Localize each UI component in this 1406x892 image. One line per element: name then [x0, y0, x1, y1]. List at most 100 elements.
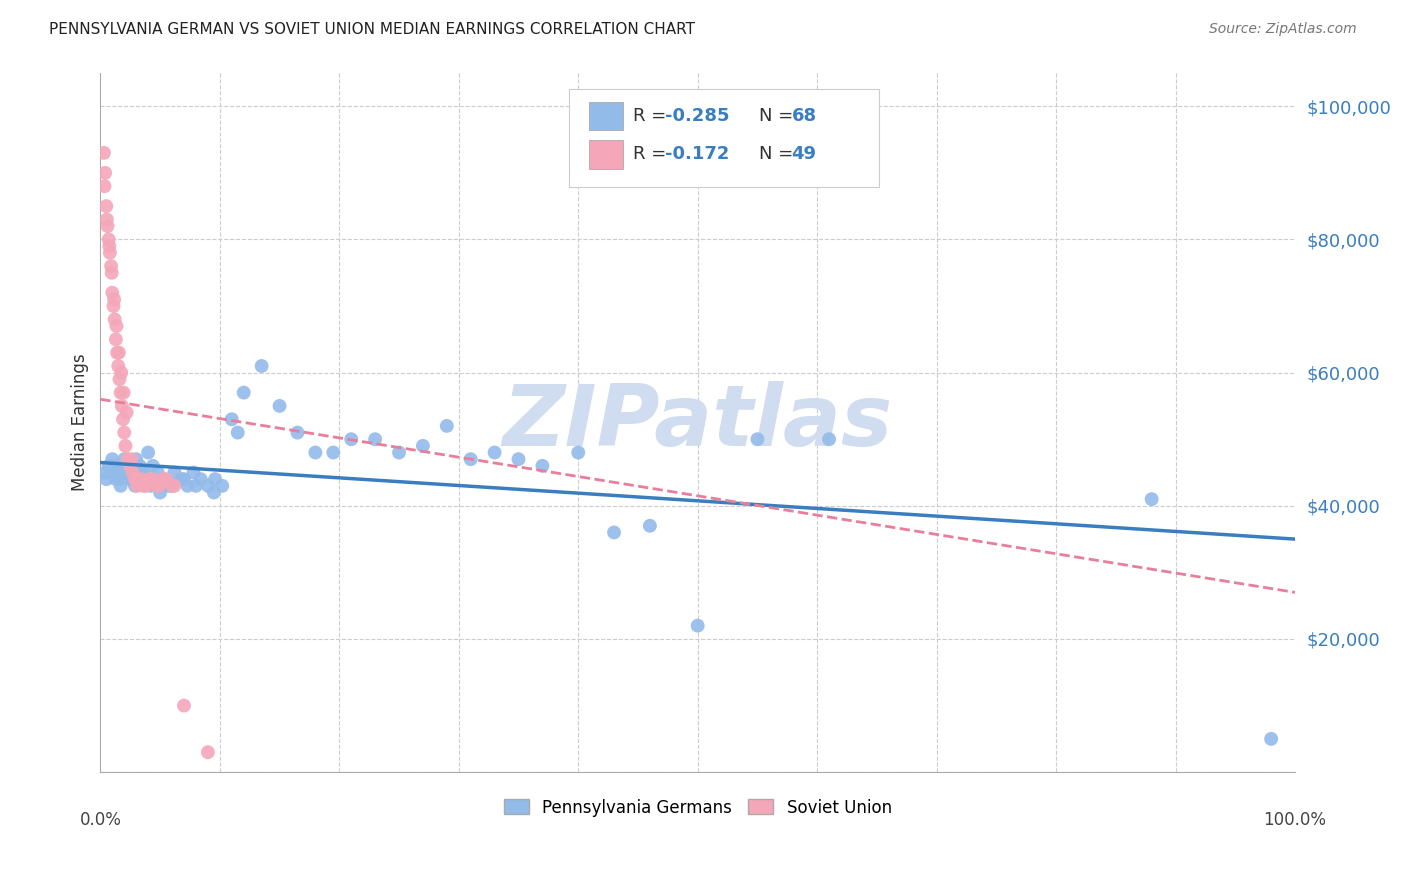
Point — [250, 359, 273, 373]
Text: 49: 49 — [792, 145, 817, 163]
Point — [138, 472, 160, 486]
Text: Source: ZipAtlas.com: Source: ZipAtlas.com — [1209, 22, 1357, 37]
Point — [100, 259, 122, 273]
Point — [101, 285, 124, 300]
Point — [211, 479, 233, 493]
Point — [115, 458, 138, 473]
Point — [108, 345, 131, 359]
Point — [110, 366, 132, 380]
Point — [115, 406, 138, 420]
Point — [747, 432, 769, 446]
Point — [145, 479, 167, 493]
Text: 68: 68 — [792, 107, 817, 125]
Point — [364, 432, 387, 446]
Point — [97, 232, 120, 246]
Point — [388, 445, 411, 459]
Point — [163, 466, 186, 480]
Text: ZIPatlas: ZIPatlas — [502, 381, 893, 464]
Point — [129, 472, 152, 486]
Point — [287, 425, 309, 440]
Point — [120, 472, 142, 486]
Point — [232, 385, 254, 400]
Point — [183, 466, 205, 480]
Text: R =: R = — [633, 145, 672, 163]
Point — [120, 452, 142, 467]
Point — [197, 745, 219, 759]
Point — [340, 432, 363, 446]
Point — [190, 472, 212, 486]
Point — [96, 212, 118, 227]
Point — [103, 293, 125, 307]
Legend: Pennsylvania Germans, Soviet Union: Pennsylvania Germans, Soviet Union — [496, 792, 898, 823]
Point — [141, 472, 163, 486]
Point — [96, 472, 118, 486]
Point — [173, 698, 195, 713]
Point — [152, 472, 174, 486]
Point — [110, 479, 132, 493]
Point — [122, 458, 145, 473]
Point — [93, 179, 115, 194]
Point — [160, 479, 183, 493]
Point — [508, 452, 530, 467]
Point — [184, 479, 207, 493]
Point — [111, 466, 134, 480]
Point — [108, 372, 131, 386]
Point — [118, 466, 141, 480]
Point — [132, 466, 155, 480]
Point — [111, 399, 134, 413]
Point — [121, 466, 143, 480]
Point — [120, 472, 142, 486]
Point — [638, 518, 661, 533]
Point — [94, 166, 117, 180]
Point — [127, 479, 149, 493]
Point — [117, 452, 139, 467]
Point — [149, 485, 172, 500]
Point — [152, 472, 174, 486]
Point — [603, 525, 626, 540]
Point — [136, 445, 159, 459]
Point — [110, 385, 132, 400]
Point — [436, 418, 458, 433]
Point — [155, 472, 177, 486]
Point — [132, 479, 155, 493]
Point — [104, 458, 127, 473]
Point — [818, 432, 841, 446]
Point — [120, 458, 142, 473]
Point — [567, 445, 589, 459]
Text: -0.285: -0.285 — [665, 107, 730, 125]
Point — [114, 466, 136, 480]
Point — [484, 445, 506, 459]
Point — [139, 479, 162, 493]
Point — [96, 219, 118, 234]
Text: 100.0%: 100.0% — [1264, 811, 1326, 829]
Point — [112, 425, 135, 440]
Point — [104, 472, 127, 486]
Point — [124, 479, 146, 493]
Point — [114, 439, 136, 453]
Text: 0.0%: 0.0% — [79, 811, 121, 829]
Point — [125, 472, 148, 486]
Point — [112, 385, 135, 400]
Point — [96, 199, 118, 213]
Point — [202, 485, 225, 500]
Point — [221, 412, 243, 426]
Point — [163, 479, 186, 493]
Point — [104, 332, 127, 346]
Point — [97, 458, 120, 473]
Point — [100, 466, 122, 480]
Text: N =: N = — [759, 145, 799, 163]
Point — [93, 145, 115, 160]
Point — [269, 399, 291, 413]
Point — [135, 479, 157, 493]
Point — [1140, 492, 1163, 507]
Point — [226, 425, 249, 440]
Point — [98, 239, 121, 253]
Point — [108, 472, 131, 486]
Point — [197, 479, 219, 493]
Point — [148, 479, 170, 493]
Point — [531, 458, 554, 473]
Point — [160, 479, 183, 493]
Point — [101, 452, 124, 467]
Point — [322, 445, 344, 459]
Text: PENNSYLVANIA GERMAN VS SOVIET UNION MEDIAN EARNINGS CORRELATION CHART: PENNSYLVANIA GERMAN VS SOVIET UNION MEDI… — [49, 22, 695, 37]
